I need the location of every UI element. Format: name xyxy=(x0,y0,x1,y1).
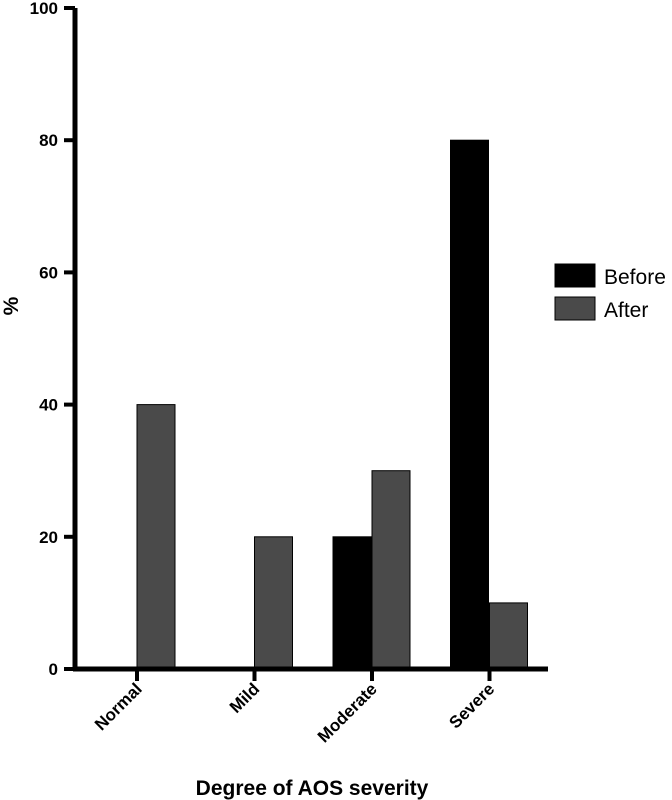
x-axis-title: Degree of AOS severity xyxy=(196,777,429,800)
x-category-label: Normal xyxy=(91,679,146,734)
y-tick-label: 80 xyxy=(39,131,58,150)
x-ticks-group: Normal Mild Moderate Severe xyxy=(91,669,498,746)
legend-label-before: Before xyxy=(604,266,666,289)
bar-after-severe xyxy=(489,602,528,670)
bar-after-mild xyxy=(254,536,293,670)
x-category-label: Severe xyxy=(445,679,498,732)
bar-after-moderate xyxy=(371,470,411,670)
y-tick-label: 0 xyxy=(49,660,58,679)
axes-group xyxy=(72,8,548,672)
y-tick-label: 60 xyxy=(39,263,58,282)
bars-group xyxy=(136,139,528,670)
y-tick-label: 40 xyxy=(39,396,58,415)
x-category-label: Moderate xyxy=(314,679,381,746)
y-tick-label: 100 xyxy=(30,0,58,18)
y-tick-label: 20 xyxy=(39,528,58,547)
bar-before-moderate xyxy=(332,536,372,670)
y-axis-title: % xyxy=(0,296,23,315)
bar-before-severe xyxy=(450,139,489,670)
x-category-label: Mild xyxy=(226,679,263,716)
legend-swatch-after xyxy=(554,296,596,321)
bar-after-normal xyxy=(136,404,176,670)
legend-label-after: After xyxy=(604,299,648,322)
legend: Before After xyxy=(554,263,666,322)
y-ticks-group: 0 20 40 60 80 100 xyxy=(30,0,75,679)
legend-swatch-before xyxy=(554,263,596,288)
